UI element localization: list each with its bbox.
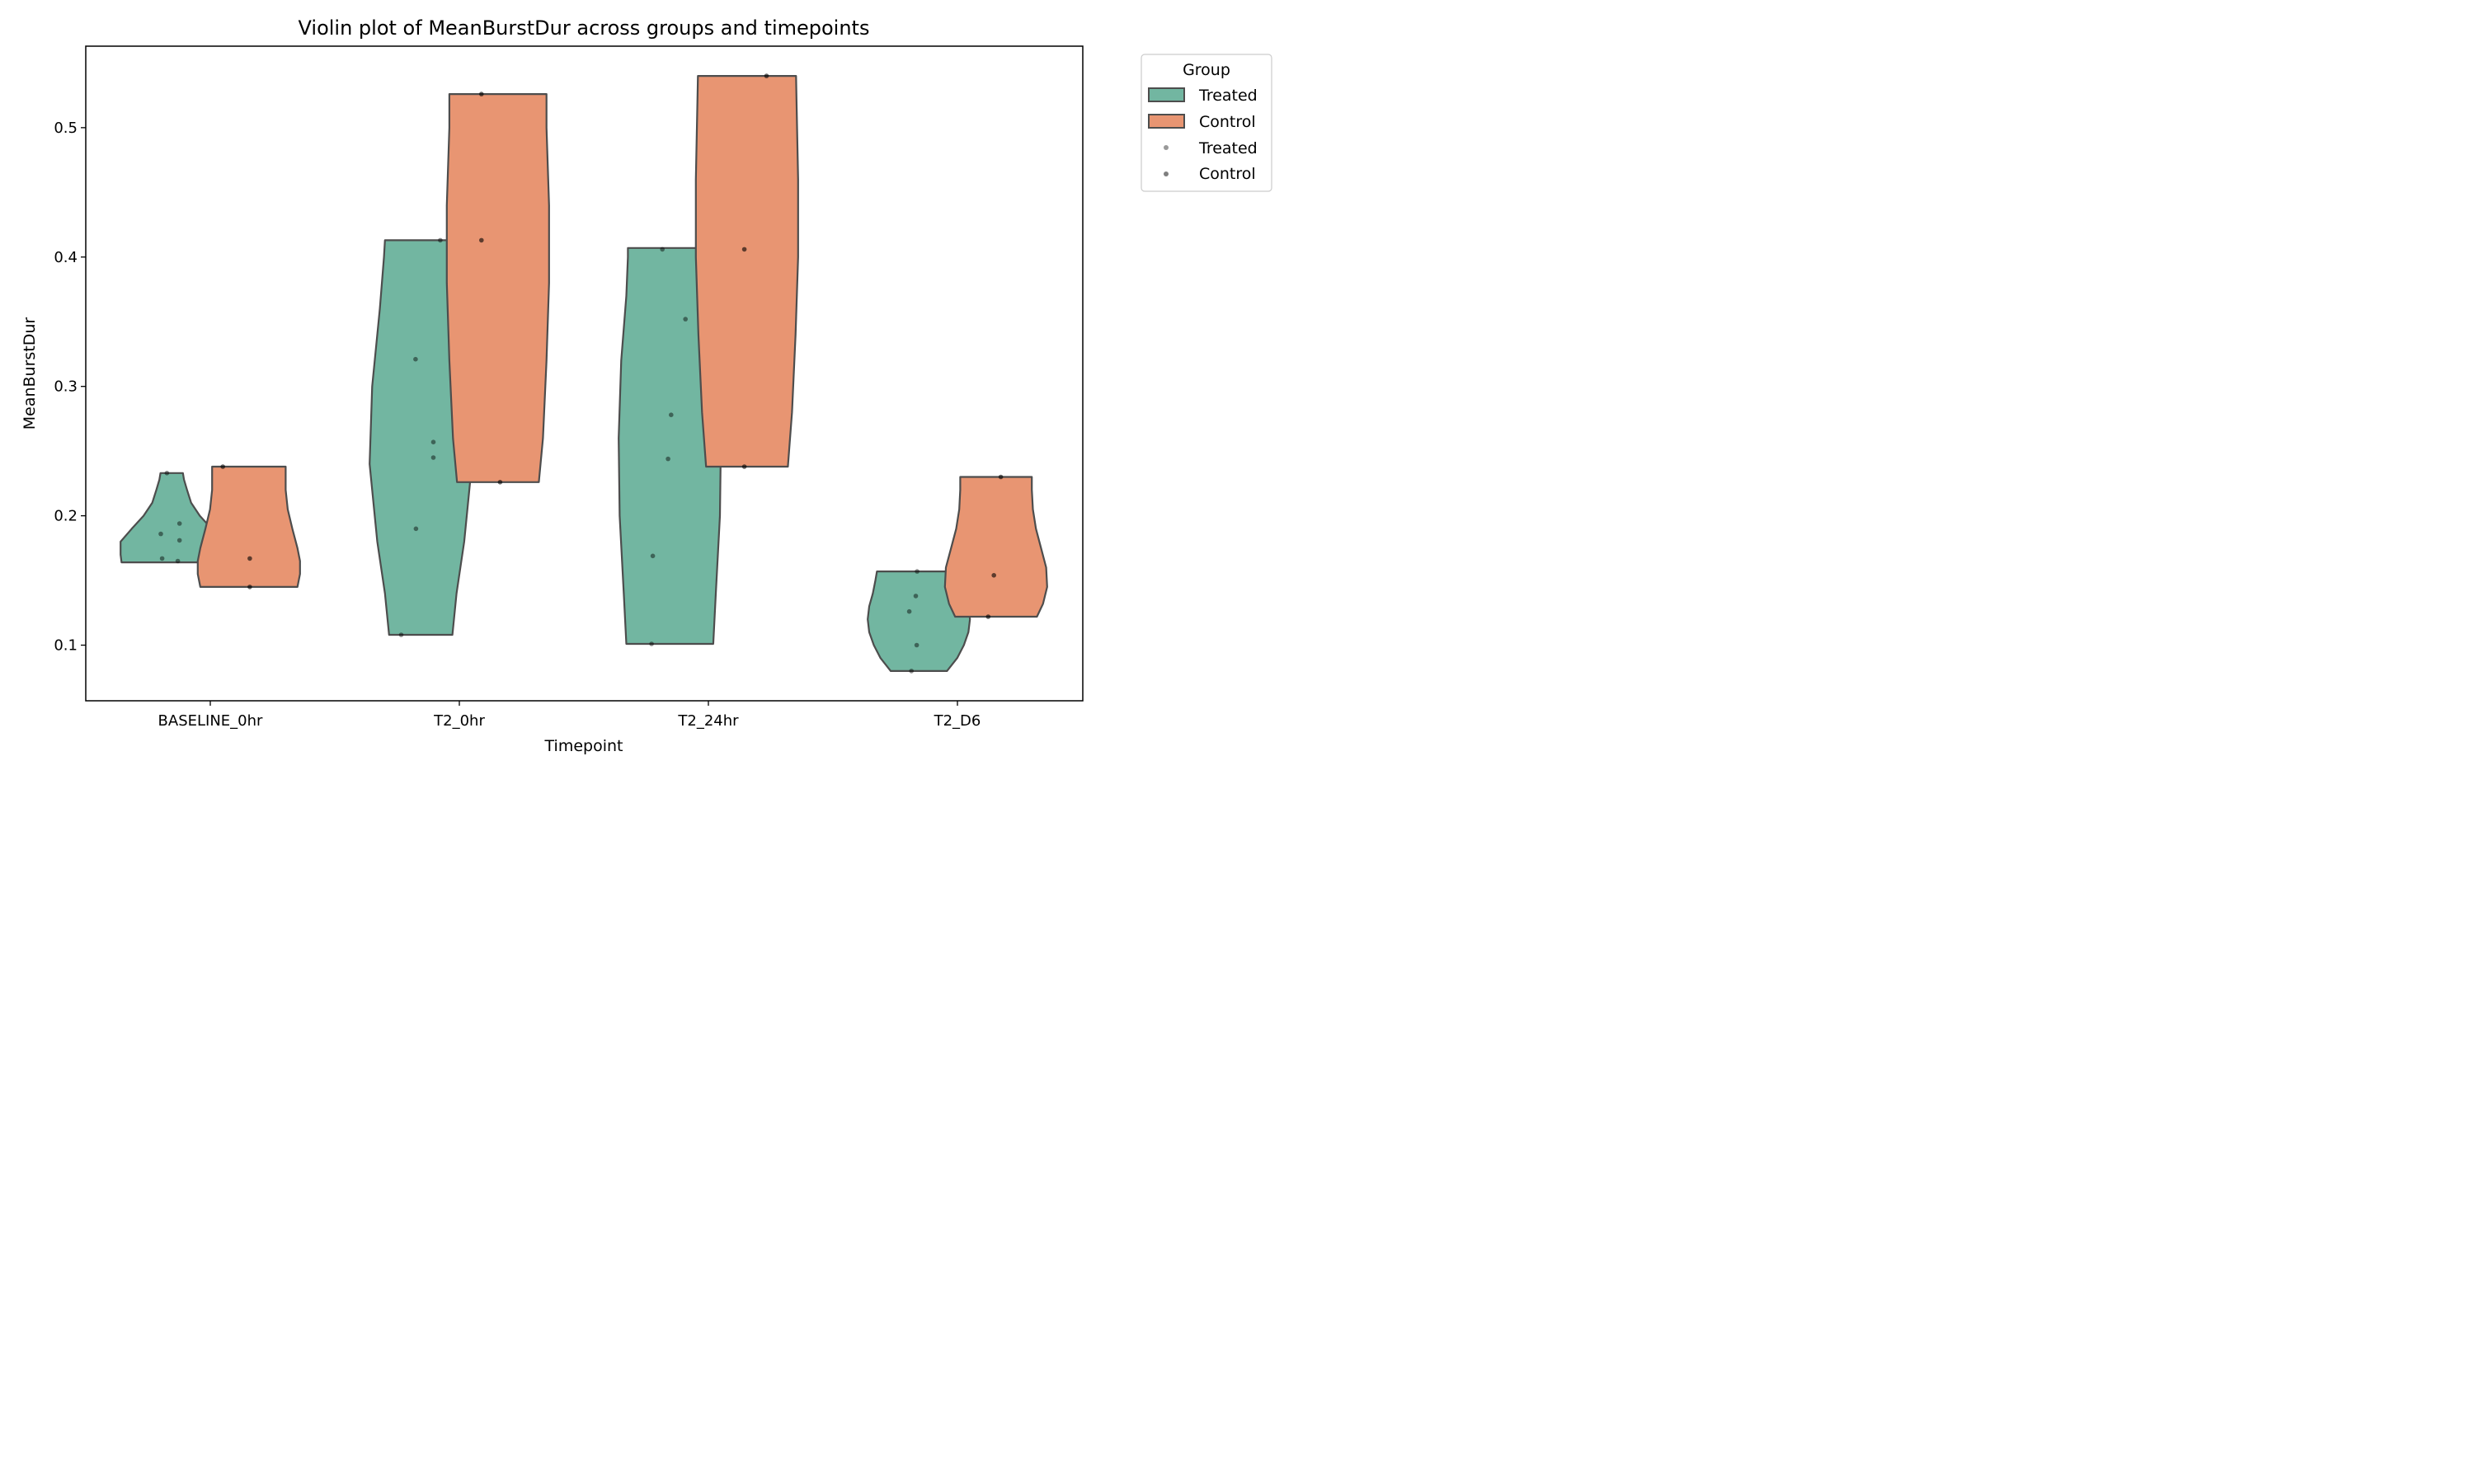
chart-title: Violin plot of MeanBurstDur across group… [299, 16, 870, 40]
data-point-control [479, 237, 484, 243]
data-point-treated [175, 558, 181, 564]
data-point-treated [915, 569, 920, 574]
legend-label-control: Control [1199, 113, 1256, 131]
data-point-treated [914, 642, 920, 648]
data-point-treated [660, 247, 665, 252]
legend-title: Group [1183, 61, 1230, 79]
y-axis-label: MeanBurstDur [21, 317, 39, 430]
data-point-control [741, 464, 747, 469]
data-point-control [741, 247, 747, 252]
y-tick-label: 0.5 [54, 120, 78, 137]
legend: Group Treated Control Treated Control [1141, 54, 1272, 192]
legend-patch-treated [1148, 87, 1185, 102]
data-point-treated [669, 412, 674, 418]
x-tick-label: T2_D6 [934, 712, 981, 730]
violin-treated-t2_0hr [369, 239, 473, 636]
data-point-control [479, 92, 484, 96]
data-point-treated [413, 526, 419, 532]
data-point-control [247, 556, 252, 561]
data-point-control [220, 464, 226, 469]
data-point-control [497, 480, 503, 485]
violin-layer [120, 75, 1048, 672]
violin-chart: Violin plot of MeanBurstDur across group… [21, 16, 1272, 755]
data-point-treated [906, 608, 912, 614]
plot-frame [85, 45, 1084, 702]
legend-point-label-control: Control [1199, 165, 1256, 183]
data-point-treated [430, 439, 436, 444]
point-layer [158, 73, 1004, 674]
y-tick-label: 0.3 [54, 378, 78, 396]
y-tick-label: 0.4 [54, 249, 78, 266]
data-point-treated [909, 669, 914, 674]
legend-point-treated [1164, 145, 1169, 150]
violin-control-t2_24hr [694, 75, 799, 468]
y-tick-label: 0.2 [54, 508, 78, 525]
data-point-treated [430, 455, 436, 460]
data-point-treated [164, 471, 170, 476]
violin-control-t2_0hr [445, 93, 550, 483]
violin-treated-t2_d6 [867, 571, 971, 672]
legend-point-control [1164, 171, 1169, 176]
x-axis: BASELINE_0hr T2_0hr T2_24hr T2_D6 [158, 701, 981, 730]
data-point-treated [438, 237, 443, 243]
data-point-treated [666, 456, 670, 462]
data-point-control [991, 573, 996, 578]
x-tick-label: BASELINE_0hr [158, 712, 263, 730]
legend-label-treated: Treated [1198, 87, 1258, 105]
data-point-control [998, 474, 1004, 480]
violin-control-t2_d6 [943, 476, 1048, 618]
x-tick-label: T2_24hr [677, 712, 739, 730]
x-tick-label: T2_0hr [433, 712, 485, 730]
violin-control-baseline_0hr [196, 465, 301, 588]
data-point-control [764, 73, 769, 78]
data-point-treated [158, 531, 163, 537]
y-tick-label: 0.1 [54, 637, 78, 655]
legend-patch-control [1148, 114, 1185, 129]
data-point-treated [176, 521, 182, 526]
data-point-treated [413, 356, 418, 362]
data-point-treated [649, 641, 654, 646]
y-axis: 0.1 0.2 0.3 0.4 0.5 [54, 120, 86, 655]
data-point-control [247, 585, 252, 589]
legend-point-label-treated: Treated [1198, 139, 1258, 157]
x-axis-label: Timepoint [544, 737, 623, 755]
data-point-treated [650, 553, 656, 559]
data-point-treated [913, 594, 919, 599]
data-point-treated [176, 538, 182, 543]
data-point-treated [398, 632, 404, 637]
data-point-treated [159, 556, 165, 561]
data-point-control [985, 614, 991, 619]
data-point-treated [683, 317, 688, 322]
